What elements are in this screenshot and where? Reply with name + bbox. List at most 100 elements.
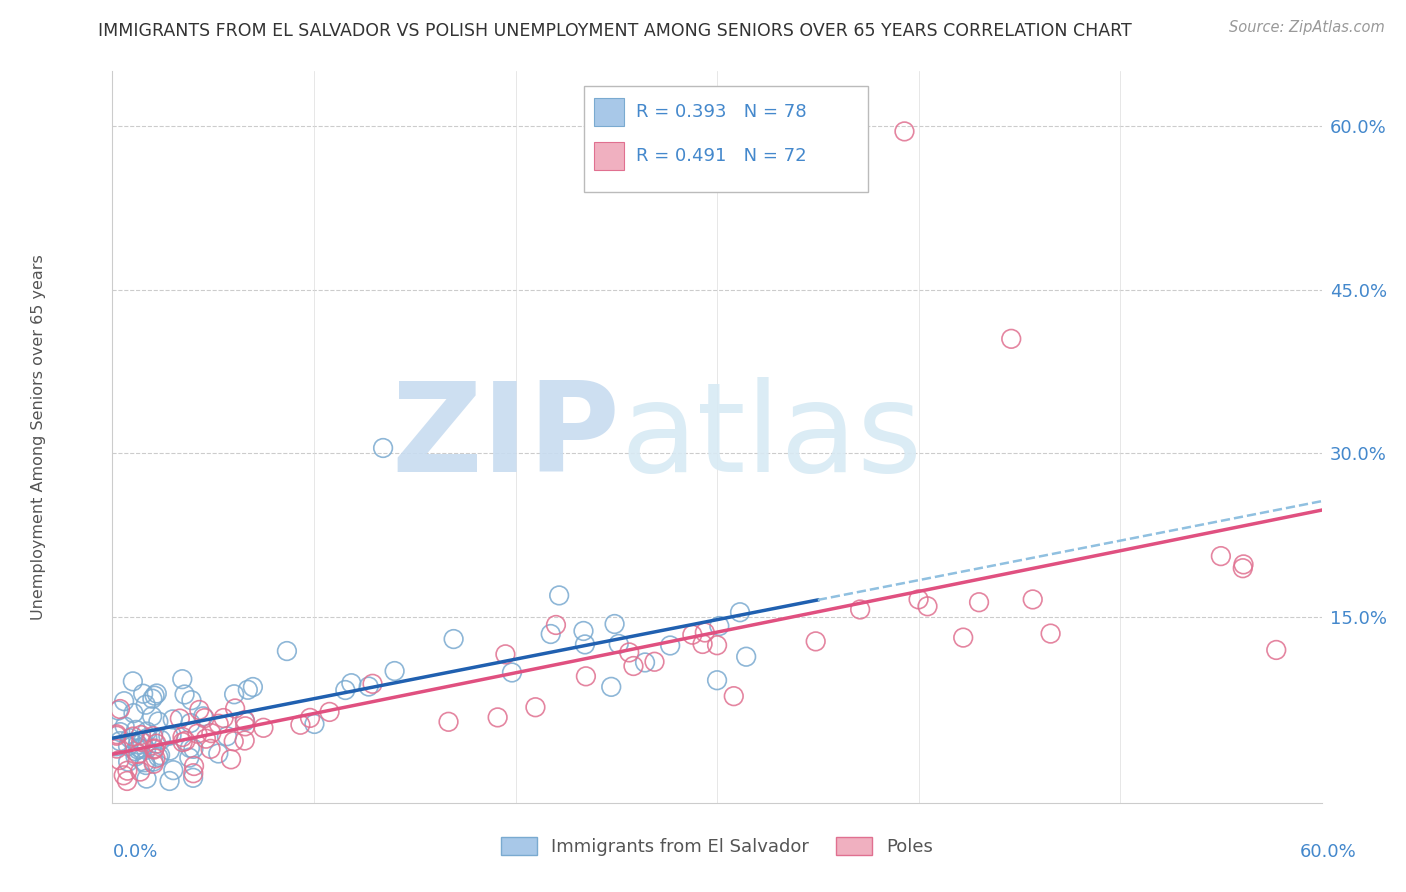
FancyBboxPatch shape: [593, 98, 624, 127]
Point: [540, 627, 562, 641]
Point: [142, 729, 165, 743]
Point: [105, 727, 128, 741]
Point: [129, 728, 152, 742]
Point: [304, 717, 326, 731]
Point: [143, 689, 166, 703]
Point: [108, 702, 131, 716]
Point: [132, 687, 155, 701]
Point: [174, 734, 197, 748]
Point: [1022, 592, 1045, 607]
Point: [179, 740, 201, 755]
Point: [318, 705, 340, 719]
Point: [115, 774, 138, 789]
Point: [299, 711, 322, 725]
Point: [173, 688, 195, 702]
Point: [105, 729, 128, 743]
Point: [108, 753, 131, 767]
Point: [693, 625, 716, 640]
Point: [735, 649, 758, 664]
Point: [728, 605, 751, 619]
Point: [107, 704, 129, 718]
Point: [572, 624, 595, 638]
Point: [384, 664, 406, 678]
Point: [121, 674, 143, 689]
Point: [709, 619, 731, 633]
Point: [134, 756, 156, 770]
Point: [112, 768, 135, 782]
Point: [1209, 549, 1232, 563]
Text: 60.0%: 60.0%: [1301, 843, 1357, 861]
FancyBboxPatch shape: [593, 143, 624, 170]
Point: [1232, 558, 1254, 572]
Point: [207, 747, 229, 761]
Text: R = 0.393   N = 78: R = 0.393 N = 78: [636, 103, 807, 121]
Point: [357, 680, 380, 694]
Point: [160, 728, 183, 742]
Point: [143, 741, 166, 756]
Point: [200, 742, 222, 756]
Point: [180, 693, 202, 707]
Point: [127, 742, 149, 756]
Point: [181, 766, 204, 780]
Point: [135, 758, 157, 772]
Point: [181, 771, 204, 785]
Point: [1039, 626, 1062, 640]
Point: [224, 687, 246, 701]
Point: [157, 729, 180, 743]
Point: [194, 731, 217, 746]
Point: [723, 689, 745, 703]
Point: [215, 729, 238, 743]
Point: [952, 631, 974, 645]
Point: [236, 682, 259, 697]
Point: [127, 738, 149, 752]
Point: [145, 737, 167, 751]
Point: [233, 714, 256, 729]
Point: [200, 726, 222, 740]
Point: [141, 691, 163, 706]
Legend: Immigrants from El Salvador, Poles: Immigrants from El Salvador, Poles: [494, 830, 941, 863]
Point: [135, 724, 157, 739]
Point: [619, 645, 641, 659]
Point: [486, 710, 509, 724]
Point: [172, 730, 194, 744]
Point: [105, 741, 128, 756]
Point: [706, 638, 728, 652]
Point: [128, 741, 150, 756]
Point: [117, 739, 139, 754]
Point: [186, 727, 208, 741]
Point: [1232, 561, 1254, 575]
Point: [124, 744, 146, 758]
Point: [1000, 332, 1022, 346]
Text: Unemployment Among Seniors over 65 years: Unemployment Among Seniors over 65 years: [31, 254, 46, 620]
Point: [544, 618, 567, 632]
Point: [127, 747, 149, 761]
Point: [706, 673, 728, 688]
Text: atlas: atlas: [620, 376, 922, 498]
Point: [105, 739, 128, 754]
Point: [1265, 643, 1288, 657]
Point: [219, 752, 242, 766]
Point: [148, 714, 170, 729]
Point: [242, 680, 264, 694]
Point: [117, 764, 139, 778]
Point: [849, 602, 872, 616]
Point: [136, 731, 159, 745]
Point: [159, 774, 181, 789]
Point: [222, 734, 245, 748]
Point: [681, 628, 703, 642]
Point: [437, 714, 460, 729]
Point: [634, 656, 657, 670]
Point: [135, 743, 157, 757]
Point: [233, 719, 256, 733]
Point: [117, 755, 139, 769]
Point: [183, 759, 205, 773]
Point: [179, 716, 201, 731]
Point: [145, 751, 167, 765]
Point: [804, 634, 827, 648]
Point: [125, 723, 148, 737]
Point: [208, 716, 231, 731]
Point: [172, 672, 194, 686]
Point: [146, 686, 169, 700]
Point: [135, 772, 157, 786]
Point: [443, 632, 465, 646]
